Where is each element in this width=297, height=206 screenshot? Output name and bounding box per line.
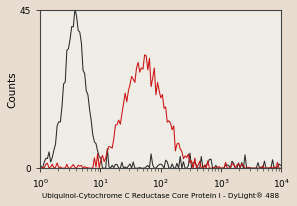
X-axis label: Ubiquinol-Cytochrome C Reductase Core Protein I - DyLight® 488: Ubiquinol-Cytochrome C Reductase Core Pr…: [42, 192, 279, 199]
Y-axis label: Counts: Counts: [7, 71, 17, 108]
